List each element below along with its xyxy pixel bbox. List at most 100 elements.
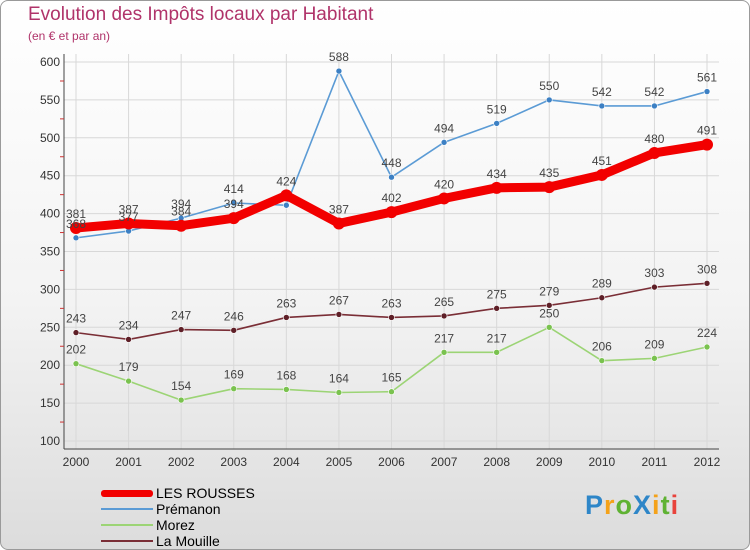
point-les-rousses-2012	[701, 138, 713, 151]
logo-letter-2: o	[615, 490, 634, 520]
data-label-la-mouille-2006: 263	[381, 296, 401, 310]
point-pr-manon-2012	[703, 88, 711, 95]
y-tick-label-350: 350	[40, 245, 60, 259]
legend-label-morez: Morez	[156, 517, 195, 533]
point-la-mouille-2004	[283, 314, 290, 321]
y-tick-label-300: 300	[40, 282, 60, 296]
point-les-rousses-2002	[175, 219, 188, 232]
legend-label-les-rousses: LES ROUSSES	[156, 485, 255, 501]
x-tick-label-2004: 2004	[273, 455, 300, 469]
point-la-mouille-2010	[598, 294, 606, 302]
point-morez-2000	[72, 360, 80, 367]
legend-label-premanon: Prémanon	[156, 501, 221, 517]
logo-letter-5: t	[660, 490, 671, 520]
point-les-rousses-2001	[122, 217, 135, 230]
data-label-morez-2010: 206	[592, 340, 612, 354]
point-la-mouille-2000	[72, 329, 80, 336]
x-tick-label-2002: 2002	[168, 455, 195, 469]
data-label-la-mouille-2010: 289	[592, 277, 612, 291]
chart-title: Evolution des Impôts locaux par Habitant	[28, 4, 374, 25]
legend-swatch-les-rousses	[101, 489, 153, 497]
data-label-la-mouille-2011: 303	[644, 266, 664, 280]
point-les-rousses-2011	[648, 146, 661, 159]
y-tick-label-550: 550	[40, 93, 60, 107]
data-label-la-mouille-2005: 267	[329, 293, 349, 307]
x-tick-label-2006: 2006	[378, 455, 405, 469]
legend-swatch-premanon	[101, 508, 153, 510]
data-label-pr-manon-2003: 414	[224, 182, 244, 196]
data-label-la-mouille-2009: 279	[539, 284, 559, 298]
y-tick-label-200: 200	[40, 358, 60, 372]
point-les-rousses-2003	[227, 212, 240, 225]
point-la-mouille-2007	[440, 312, 448, 320]
data-label-les-rousses-2011: 480	[644, 132, 664, 146]
point-les-rousses-2004	[280, 189, 293, 202]
data-label-morez-2008: 217	[487, 331, 507, 345]
point-la-mouille-2002	[177, 326, 185, 333]
series-layer	[70, 67, 713, 404]
x-tick-label-2012: 2012	[694, 455, 721, 469]
data-label-pr-manon-2001: 377	[119, 210, 139, 224]
data-label-morez-2004: 168	[276, 368, 296, 382]
y-tick-label-450: 450	[40, 169, 60, 183]
point-morez-2007	[440, 349, 448, 356]
x-tick-label-2005: 2005	[326, 455, 353, 469]
data-label-morez-2012: 224	[697, 326, 717, 340]
point-la-mouille-2005	[335, 311, 343, 318]
logo-letter-4: i	[652, 490, 661, 520]
chart-subtitle: (en € et par an)	[28, 29, 111, 43]
data-label-pr-manon-2012: 561	[697, 71, 717, 85]
logo-letter-0: P	[585, 490, 605, 520]
data-label-les-rousses-2001: 387	[119, 202, 139, 216]
data-label-morez-2003: 169	[224, 368, 244, 382]
point-morez-2009	[545, 323, 553, 331]
point-morez-2003	[230, 385, 238, 392]
point-les-rousses-2007	[438, 192, 451, 205]
data-label-la-mouille-2008: 275	[487, 287, 507, 301]
point-les-rousses-2009	[543, 181, 556, 194]
data-label-la-mouille-2001: 234	[119, 318, 139, 332]
data-label-la-mouille-2000: 243	[66, 312, 86, 326]
x-tick-label-2003: 2003	[220, 455, 247, 469]
data-label-pr-manon-2009: 550	[539, 79, 559, 93]
data-label-morez-2000: 202	[66, 343, 86, 357]
data-label-morez-2006: 165	[381, 371, 401, 385]
logo-letter-3: X	[633, 490, 653, 520]
legend-swatch-la-mouille	[101, 540, 153, 542]
point-pr-manon-2003	[230, 199, 238, 207]
point-la-mouille-2011	[651, 283, 658, 291]
data-label-morez-2005: 164	[329, 371, 349, 385]
data-label-les-rousses-2012: 491	[697, 124, 717, 138]
data-label-pr-manon-2006: 448	[381, 156, 401, 170]
data-label-pr-manon-2010: 542	[592, 85, 612, 99]
point-les-rousses-2000	[70, 222, 82, 235]
point-pr-manon-2005	[335, 67, 343, 75]
point-la-mouille-2012	[703, 280, 711, 287]
data-label-les-rousses-2007: 420	[434, 177, 454, 191]
data-label-pr-manon-2000: 368	[66, 217, 86, 231]
data-label-les-rousses-2006: 402	[381, 191, 401, 205]
data-label-pr-manon-2008: 519	[487, 102, 507, 116]
legend-swatch-morez	[101, 524, 153, 526]
data-label-morez-2002: 154	[171, 379, 191, 393]
data-label-les-rousses-2008: 434	[487, 167, 507, 181]
data-label-morez-2011: 209	[644, 337, 664, 351]
point-pr-manon-2007	[440, 139, 448, 146]
data-label-la-mouille-2007: 265	[434, 295, 454, 309]
proxiti-logo: ProXiti	[585, 490, 679, 521]
point-morez-2006	[388, 388, 395, 396]
point-la-mouille-2008	[493, 305, 500, 312]
point-pr-manon-2004	[283, 201, 290, 209]
point-pr-manon-2010	[598, 102, 606, 110]
data-label-pr-manon-2005: 588	[329, 50, 349, 64]
point-morez-2008	[493, 349, 500, 356]
data-label-la-mouille-2012: 308	[697, 262, 717, 276]
data-label-les-rousses-2003: 394	[224, 197, 244, 211]
point-pr-manon-2011	[651, 102, 658, 110]
x-tick-label-2010: 2010	[588, 455, 615, 469]
x-tick-label-2007: 2007	[431, 455, 458, 469]
data-label-les-rousses-2002: 384	[171, 205, 191, 219]
axes: 100 150 200 250 300 350 400 450 500 550 600 2000 200…	[40, 54, 721, 469]
